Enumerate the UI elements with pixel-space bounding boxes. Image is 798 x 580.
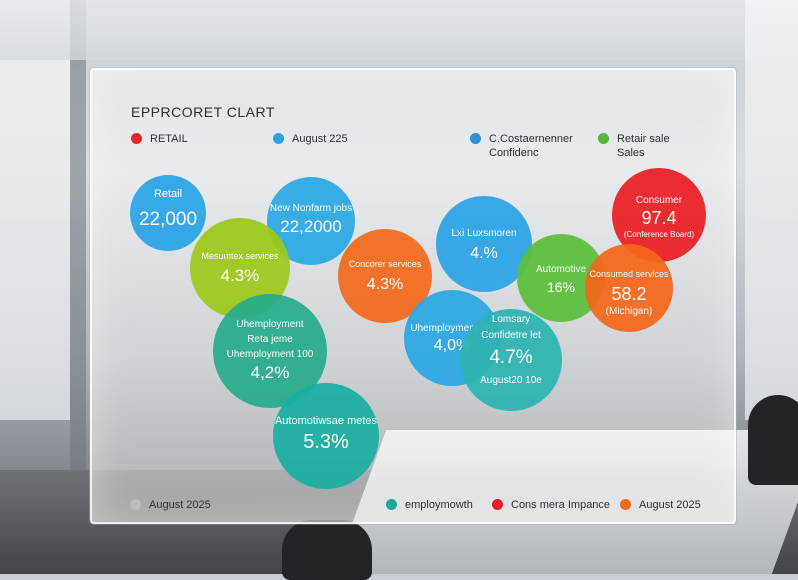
- bubble-circle: [612, 168, 706, 262]
- bubble-circle: [517, 234, 605, 322]
- bubble-7: Consumer 97.4 (Conference Board): [612, 168, 706, 262]
- legend-label: August 2025: [149, 499, 211, 511]
- bubble-label: Lomsary: [492, 314, 530, 325]
- bubble-1: Retail 22,000: [130, 175, 206, 251]
- legend-label: August 225: [292, 133, 348, 145]
- bubble-12: Automotiwsae metes 5.3%: [273, 383, 379, 489]
- bubble-value: 4.3%: [367, 276, 403, 293]
- chart-title: EPPRCORET CLART: [131, 104, 275, 120]
- bubble-value: 5.3%: [303, 431, 349, 453]
- bubble-label: Automotiwsae metes: [275, 415, 378, 427]
- legend-item-retail: RETAIL: [131, 132, 188, 146]
- legend-label: employmowth: [405, 499, 473, 511]
- bubble-label: Uhemployment: [236, 319, 303, 330]
- legend-dot: [492, 499, 503, 510]
- bubble-value: 4.7%: [489, 347, 532, 368]
- bubble-label: Reta jeme: [247, 334, 293, 345]
- bubble-circle: [338, 229, 432, 323]
- bubble-circle: [130, 175, 206, 251]
- bubble-6: Automotive 16%: [517, 234, 605, 322]
- legend-dot: [470, 133, 481, 144]
- bubble-circle: [213, 294, 327, 408]
- bubble-circle: [460, 309, 562, 411]
- bubble-9: Uhemployment Reta jeme Uhemployment 100 4,2…: [213, 294, 327, 408]
- bubble-circle: [190, 218, 290, 318]
- legend-label: Cons mera Impance: [511, 499, 611, 511]
- bubble-circle: [585, 244, 673, 332]
- legend-dot: [620, 499, 631, 510]
- bubble-value: 97.4: [641, 208, 676, 228]
- bubble-label: Uhemployment 7el: [410, 323, 493, 334]
- bubble-value: 16%: [547, 279, 575, 295]
- bubble-circle: [273, 383, 379, 489]
- bubble-label: Mesumtex services: [201, 251, 279, 261]
- legend-item-consumer-confidence: C.Costaernenner Confidenc: [470, 132, 580, 160]
- bubble-value: 58.2: [611, 284, 646, 304]
- bubble-sublabel: August20 10e: [480, 375, 542, 386]
- bubble-4: Concorer services 4.3%: [338, 229, 432, 323]
- bubble-label: Confidetre let: [481, 330, 541, 341]
- bubble-8: Consumed services 58.2 (Michigan): [585, 244, 673, 332]
- legend-item-employment: employmowth: [386, 498, 473, 512]
- bubble-2: New Nonfarm jobs 22,2000: [267, 177, 355, 265]
- legend-dot: [131, 133, 142, 144]
- background-window-right: [745, 0, 798, 420]
- legend-dot: [598, 133, 609, 144]
- legend-label: Retair sale Sales: [617, 133, 670, 159]
- bubble-value: 4,2%: [251, 363, 290, 382]
- bubble-sublabel: (Michigan): [606, 306, 653, 317]
- background-ceiling: [0, 0, 798, 60]
- background-chair-right: [748, 395, 798, 485]
- bubble-value: 22,000: [139, 209, 197, 230]
- background-pillar: [70, 0, 86, 470]
- bubble-label: Automotive: [536, 264, 586, 275]
- bubble-sublabel: (Conference Board): [624, 230, 695, 239]
- legend-label: August 2025: [639, 499, 701, 511]
- legend-item-august-2025: August 2025: [130, 498, 211, 512]
- legend-item-august: August 225: [273, 132, 348, 146]
- bubble-11: Lomsary Confidetre let 4.7% August20 10e: [460, 309, 562, 411]
- legend-dot: [273, 133, 284, 144]
- legend-label: RETAIL: [150, 133, 188, 145]
- bubble-5: Lxi Luxsmoren 4.%: [436, 196, 532, 292]
- legend-item-retail-sales: Retair sale Sales: [598, 132, 678, 160]
- bubble-label: Concorer services: [349, 259, 422, 269]
- bubble-circle: [267, 177, 355, 265]
- bubble-value: 4.3%: [221, 266, 260, 285]
- legend-item-consumer-impance: Cons mera Impance: [492, 498, 610, 512]
- background-window-left: [0, 0, 70, 420]
- bubble-label: Consumer: [636, 195, 683, 206]
- legend-label: C.Costaernenner Confidenc: [489, 133, 573, 159]
- bubble-label: Uhemployment 100: [227, 349, 314, 360]
- bubble-value: 22,2000: [280, 217, 341, 236]
- bubble-value: 4.%: [470, 245, 498, 262]
- bubble-circle: [436, 196, 532, 292]
- bubble-label: Consumed services: [589, 269, 669, 279]
- bubble-3: Mesumtex services 4.3%: [190, 218, 290, 318]
- bubble-label: Lxi Luxsmoren: [451, 228, 516, 239]
- background-chair-left: [282, 520, 372, 580]
- legend-dot: [386, 499, 397, 510]
- legend-item-august-2025-orange: August 2025: [620, 498, 701, 512]
- legend-dot: [130, 499, 141, 510]
- bubble-label: Retail: [154, 188, 182, 200]
- bubble-label: New Nonfarm jobs: [270, 203, 352, 214]
